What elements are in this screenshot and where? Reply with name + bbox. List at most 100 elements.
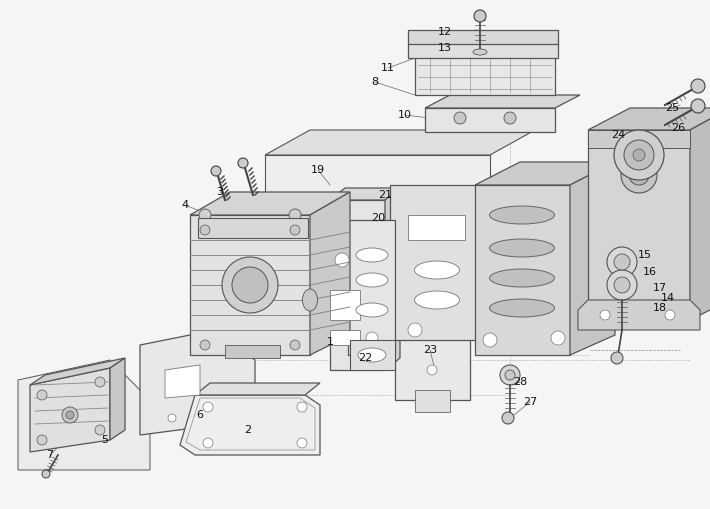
Polygon shape: [310, 192, 350, 355]
Circle shape: [222, 257, 278, 313]
Ellipse shape: [489, 206, 555, 224]
Circle shape: [621, 157, 657, 193]
Circle shape: [629, 165, 649, 185]
Circle shape: [238, 158, 248, 168]
Circle shape: [297, 438, 307, 448]
Circle shape: [504, 112, 516, 124]
Circle shape: [290, 225, 300, 235]
Circle shape: [232, 267, 268, 303]
Polygon shape: [408, 215, 465, 240]
Text: 23: 23: [423, 345, 437, 355]
Polygon shape: [190, 192, 350, 215]
Text: 26: 26: [671, 123, 685, 133]
Circle shape: [335, 253, 349, 267]
Circle shape: [500, 365, 520, 385]
Polygon shape: [198, 218, 308, 238]
Polygon shape: [30, 358, 125, 385]
Polygon shape: [348, 220, 395, 355]
Circle shape: [600, 310, 610, 320]
Circle shape: [614, 130, 664, 180]
Circle shape: [62, 407, 78, 423]
Polygon shape: [265, 130, 535, 155]
Polygon shape: [350, 340, 395, 370]
Text: 20: 20: [371, 213, 385, 223]
Text: 8: 8: [371, 77, 378, 87]
Polygon shape: [588, 130, 690, 148]
Polygon shape: [578, 300, 700, 330]
Text: 21: 21: [378, 190, 392, 200]
Text: 1: 1: [327, 337, 334, 347]
Circle shape: [624, 140, 654, 170]
Polygon shape: [408, 42, 558, 58]
Circle shape: [95, 377, 105, 387]
Polygon shape: [180, 395, 320, 455]
Text: 6: 6: [197, 410, 204, 420]
Polygon shape: [395, 245, 470, 400]
Text: 28: 28: [513, 377, 527, 387]
Polygon shape: [425, 95, 580, 108]
Text: 22: 22: [358, 353, 372, 363]
Circle shape: [211, 166, 221, 176]
Polygon shape: [265, 155, 490, 235]
Text: 19: 19: [311, 165, 325, 175]
Circle shape: [66, 411, 74, 419]
Circle shape: [614, 254, 630, 270]
Text: 4: 4: [182, 200, 189, 210]
Text: 17: 17: [653, 283, 667, 293]
Circle shape: [290, 340, 300, 350]
Text: 7: 7: [46, 450, 53, 460]
Circle shape: [200, 225, 210, 235]
Polygon shape: [570, 162, 615, 355]
Circle shape: [289, 209, 301, 221]
Ellipse shape: [356, 273, 388, 287]
Circle shape: [665, 310, 675, 320]
Text: 10: 10: [398, 110, 412, 120]
Ellipse shape: [489, 299, 555, 317]
Text: 12: 12: [438, 27, 452, 37]
Text: 3: 3: [217, 187, 224, 197]
Polygon shape: [385, 188, 400, 370]
Polygon shape: [165, 365, 200, 398]
Text: 18: 18: [653, 303, 667, 313]
Ellipse shape: [358, 348, 386, 362]
Circle shape: [502, 412, 514, 424]
Ellipse shape: [489, 269, 555, 287]
Ellipse shape: [356, 248, 388, 262]
Text: 11: 11: [381, 63, 395, 73]
Polygon shape: [190, 215, 310, 355]
Circle shape: [454, 112, 466, 124]
Circle shape: [691, 99, 705, 113]
Polygon shape: [195, 383, 320, 395]
Polygon shape: [690, 108, 710, 320]
Polygon shape: [330, 188, 400, 200]
Text: 15: 15: [638, 250, 652, 260]
Circle shape: [168, 414, 176, 422]
Text: 14: 14: [661, 293, 675, 303]
Circle shape: [366, 332, 378, 344]
Polygon shape: [425, 108, 555, 132]
Circle shape: [611, 352, 623, 364]
Circle shape: [42, 470, 50, 478]
Polygon shape: [475, 162, 615, 185]
Polygon shape: [110, 358, 125, 440]
Circle shape: [505, 370, 515, 380]
Ellipse shape: [356, 303, 388, 317]
Text: 13: 13: [438, 43, 452, 53]
Circle shape: [427, 365, 437, 375]
Circle shape: [633, 149, 645, 161]
Polygon shape: [408, 30, 558, 44]
Circle shape: [37, 435, 47, 445]
Polygon shape: [330, 200, 385, 370]
Circle shape: [474, 10, 486, 22]
Polygon shape: [475, 185, 570, 355]
Polygon shape: [225, 345, 280, 358]
Text: 24: 24: [611, 130, 625, 140]
Circle shape: [200, 340, 210, 350]
Circle shape: [691, 79, 705, 93]
Text: 27: 27: [523, 397, 537, 407]
Circle shape: [607, 270, 637, 300]
Ellipse shape: [489, 239, 555, 257]
Circle shape: [614, 277, 630, 293]
Text: 16: 16: [643, 267, 657, 277]
Ellipse shape: [302, 289, 317, 311]
